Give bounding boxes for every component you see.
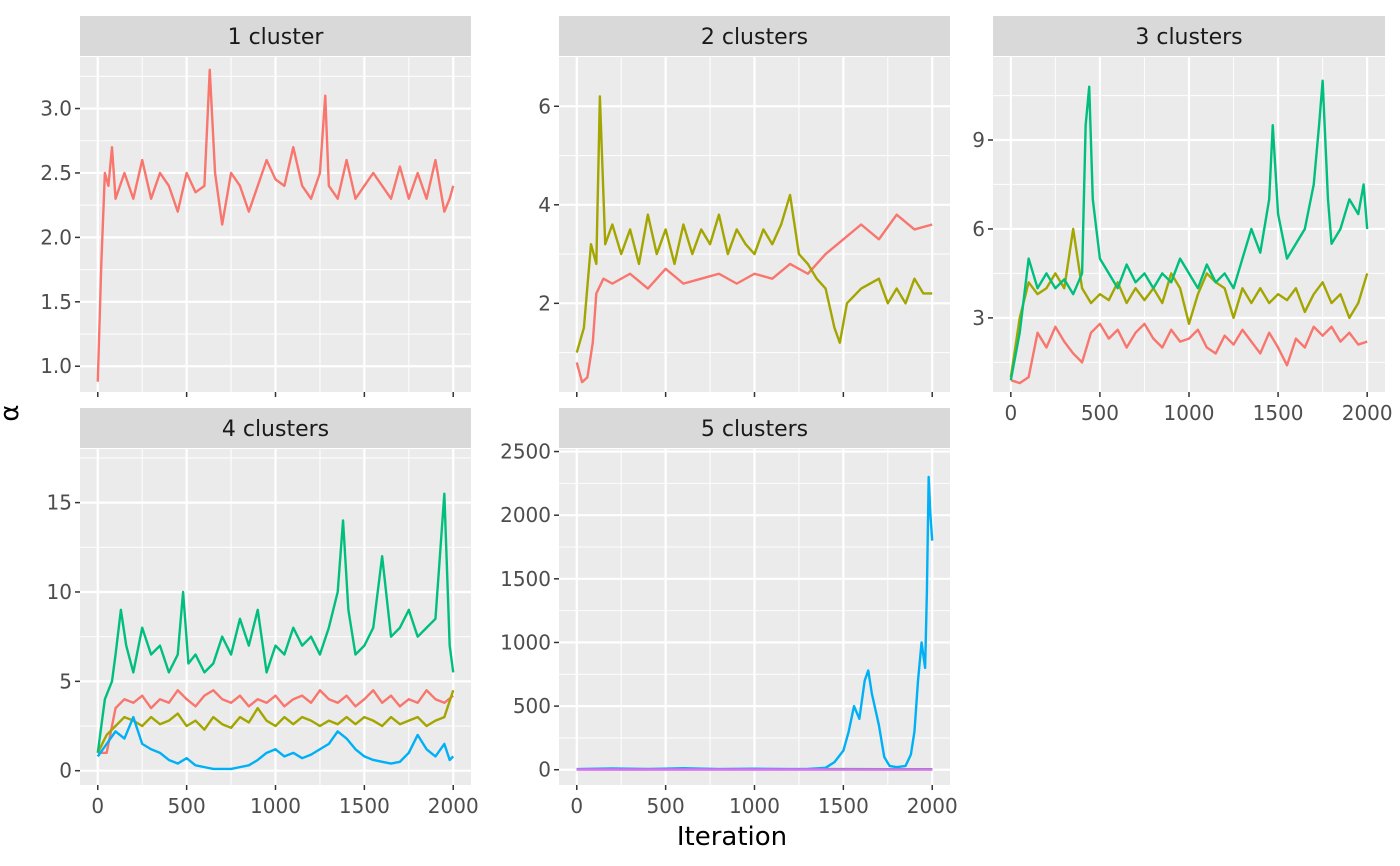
y-tick-label: 2.0 — [40, 225, 72, 249]
series-line — [96, 492, 455, 753]
series-line — [97, 689, 454, 755]
y-tick-label: 9 — [972, 128, 985, 152]
facet-strip-label: 3 clusters — [1135, 25, 1242, 50]
y-tick-label: 6 — [972, 217, 985, 241]
y-tick-label: 2 — [538, 291, 551, 315]
facet-strip — [80, 16, 471, 56]
x-tick-label: 2000 — [1342, 401, 1393, 425]
series-line — [575, 95, 933, 353]
facet-strip-label: 2 clusters — [701, 25, 808, 50]
y-tick-label: 10 — [47, 580, 72, 604]
x-tick-label: 2000 — [428, 794, 479, 818]
facet-panel: 4 clusters 0 5 10 15 0 500 1000 1500 2000 — [47, 408, 479, 818]
series-line — [96, 68, 455, 382]
facet-strip-label: 4 clusters — [222, 417, 329, 442]
x-tick-label: 0 — [91, 794, 104, 818]
facet-strip — [80, 408, 471, 448]
y-tick-label: 1.0 — [40, 354, 72, 378]
facet-strip — [559, 16, 950, 56]
facet-panel: 1 cluster 1.0 1.5 2.0 2.5 3.0 — [40, 16, 471, 397]
facet-strip-label: 5 clusters — [701, 417, 808, 442]
y-tick-label: 4 — [538, 193, 551, 217]
x-tick-label: 0 — [570, 794, 583, 818]
y-tick-label: 2500 — [500, 440, 551, 464]
y-tick-label: 1000 — [500, 630, 551, 654]
series-line — [575, 213, 933, 384]
series-line — [1009, 79, 1369, 381]
x-tick-label: 1000 — [250, 794, 301, 818]
y-tick-label: 2000 — [500, 503, 551, 527]
x-tick-label: 0 — [1004, 401, 1017, 425]
facet-panel: 3 clusters 3 6 9 0 500 1000 1500 2000 — [972, 16, 1393, 425]
y-tick-label: 0 — [538, 758, 551, 782]
facet-panel: 2 clusters 2 4 6 — [538, 16, 950, 397]
facet-strip — [559, 408, 950, 448]
y-tick-label: 2.5 — [40, 161, 72, 185]
y-tick-label: 5 — [59, 669, 72, 693]
y-tick-label: 500 — [513, 694, 551, 718]
y-tick-label: 0 — [59, 759, 72, 783]
y-tick-label: 3.0 — [40, 97, 72, 121]
y-axis-title: α — [0, 404, 25, 421]
y-tick-label: 1.5 — [40, 290, 72, 314]
x-tick-label: 500 — [647, 794, 685, 818]
x-tick-label: 1500 — [339, 794, 390, 818]
x-tick-label: 1000 — [729, 794, 780, 818]
facet-strip-label: 1 cluster — [228, 25, 325, 50]
y-tick-label: 15 — [47, 491, 72, 515]
series-line — [1010, 322, 1368, 385]
y-tick-label: 6 — [538, 94, 551, 118]
y-tick-label: 3 — [972, 306, 985, 330]
facet-panel: 5 clusters 0 500 1000 1500 2000 2500 0 500 1000 15… — [500, 408, 958, 818]
series-line — [96, 715, 455, 771]
y-tick-label: 1500 — [500, 567, 551, 591]
x-axis-title: Iteration — [677, 822, 787, 852]
series-line — [96, 689, 455, 754]
x-tick-label: 2000 — [907, 794, 958, 818]
x-tick-label: 1500 — [818, 794, 869, 818]
x-tick-label: 500 — [168, 794, 206, 818]
facet-strip — [993, 16, 1385, 56]
x-tick-label: 500 — [1081, 401, 1119, 425]
x-tick-label: 1500 — [1253, 401, 1304, 425]
series-line — [1009, 227, 1369, 378]
x-tick-label: 1000 — [1164, 401, 1215, 425]
